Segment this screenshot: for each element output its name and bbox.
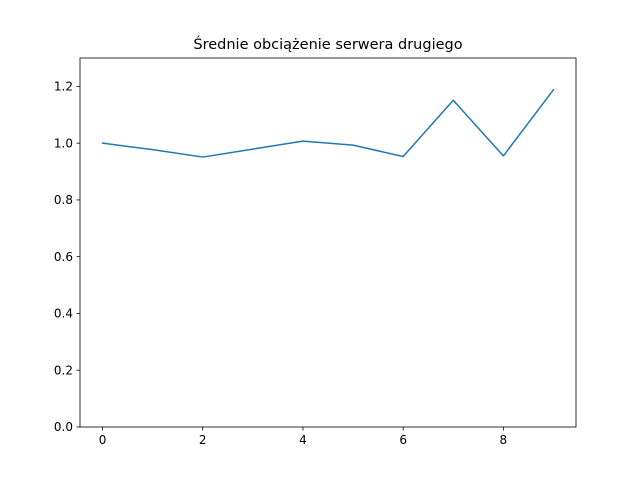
y-tick-label: 1.2 [54,80,73,94]
y-tick-label: 0.2 [54,363,73,377]
series-line-0 [101,88,555,158]
y-tick-label: 0.0 [54,420,73,434]
x-tick-label: 4 [299,433,307,447]
x-tick-label: 6 [399,433,407,447]
axes-frame [79,57,577,428]
y-tick-label: 0.4 [54,307,73,321]
y-tick-label: 0.8 [54,193,73,207]
x-tick-label: 8 [500,433,508,447]
y-tick-label: 0.6 [54,250,73,264]
x-tick-label: 2 [199,433,207,447]
chart-title: Średnie obciążenie serwera drugiego [193,35,462,53]
y-tick-label: 1.0 [54,136,73,150]
x-tick-label: 0 [99,433,107,447]
plot-area: 0 2 4 6 8 0.0 0.2 0.4 0.6 0.8 1.0 1.2 [54,57,577,447]
